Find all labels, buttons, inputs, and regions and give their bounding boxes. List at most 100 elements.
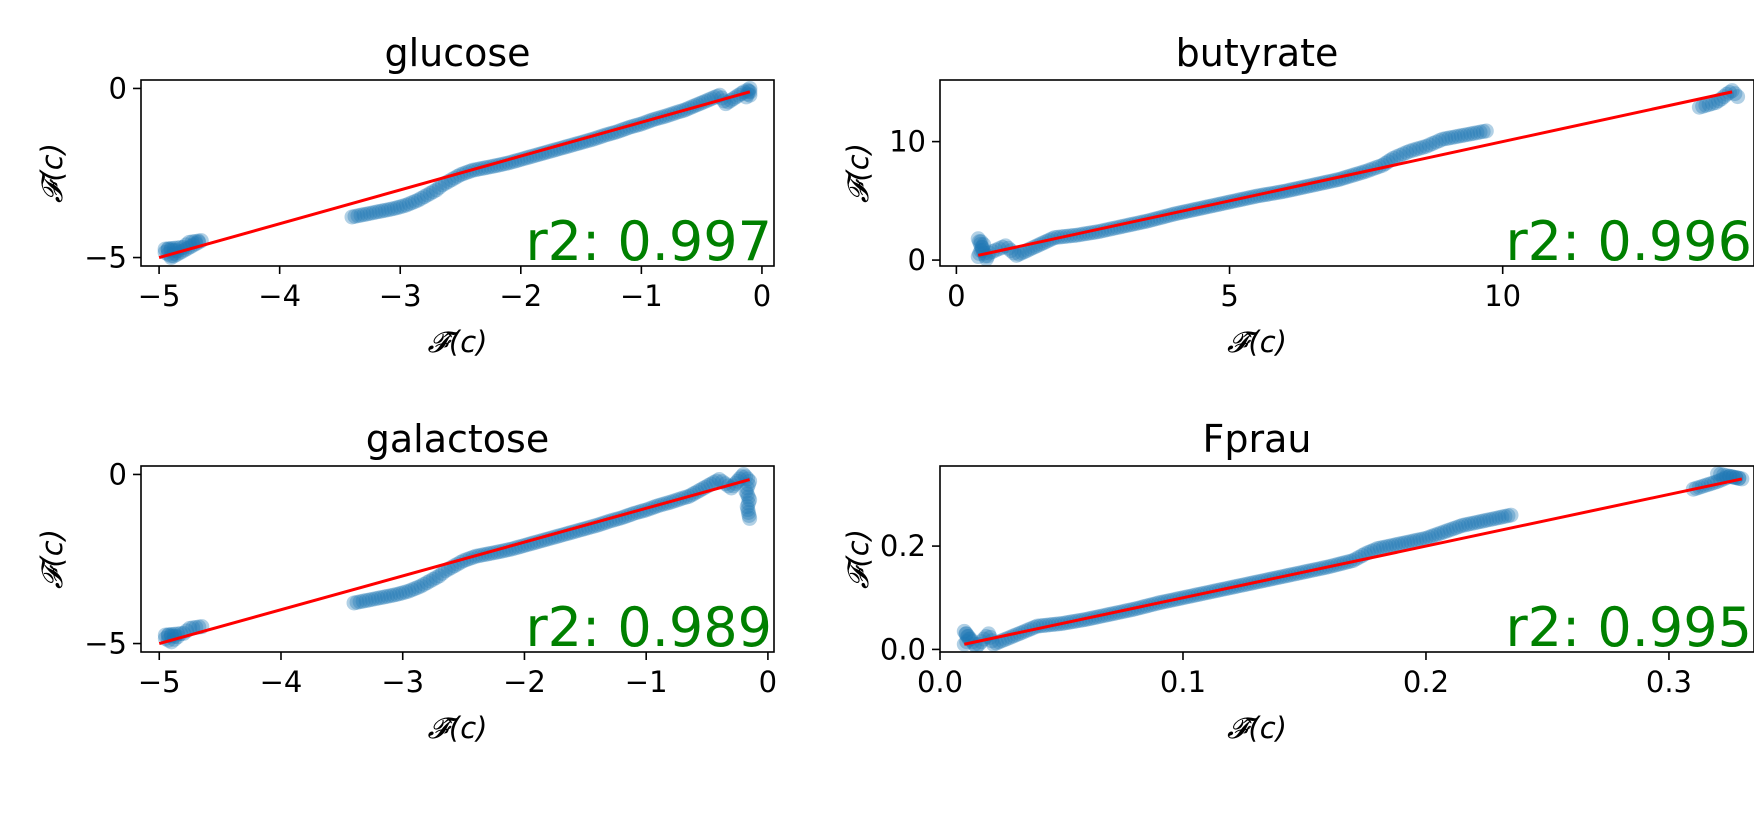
- scatter-point: [1695, 98, 1711, 114]
- scatter-point: [1453, 128, 1469, 144]
- scatter-point: [1476, 513, 1492, 529]
- scatter-point: [706, 475, 722, 491]
- scatter-point: [404, 195, 420, 211]
- scatter-point: [1431, 133, 1447, 149]
- scatter-point: [740, 505, 756, 520]
- scatter-point: [365, 205, 381, 221]
- scatter-point: [367, 591, 383, 607]
- scatter-point: [1472, 124, 1488, 140]
- scatter-point: [1014, 245, 1030, 261]
- scatter-point: [1418, 138, 1434, 154]
- x-tick-label: −5: [138, 279, 181, 313]
- scatter-point: [1460, 126, 1476, 142]
- scatter-point: [1430, 526, 1446, 542]
- scatter-point: [425, 184, 441, 200]
- scatter-point: [974, 240, 990, 256]
- r2-annotation: r2: 0.989: [525, 596, 772, 659]
- scatter-point: [422, 185, 438, 201]
- scatter-point: [960, 629, 976, 644]
- scatter-point: [1409, 532, 1425, 548]
- scatter-point: [736, 466, 752, 482]
- subplot-glucose: −5 −4 −3 −2 −1 0 −5 0 glucose 𝓕̂(c) 𝓕(c) r2: 0…: [35, 31, 775, 359]
- scatter-point: [1727, 86, 1743, 102]
- scatter-point: [413, 190, 429, 206]
- scatter-point: [1447, 129, 1463, 145]
- scatter-point: [1366, 542, 1382, 558]
- x-tick-label: −3: [381, 665, 424, 699]
- scatter-point: [362, 205, 378, 221]
- scatter-point: [1442, 522, 1458, 538]
- scatter-point: [392, 199, 408, 215]
- scatter-point: [971, 234, 987, 250]
- scatter-point: [1500, 508, 1516, 524]
- scatter-point: [359, 206, 375, 222]
- scatter-point: [1424, 528, 1440, 544]
- scatter-point: [1406, 533, 1422, 549]
- scatter-point: [395, 585, 411, 601]
- scatter-point: [371, 204, 387, 220]
- x-tick-label: −5: [138, 665, 181, 699]
- x-ticks: 0.0 0.1 0.2 0.3: [917, 652, 1692, 699]
- scatter-point: [1716, 467, 1732, 483]
- scatter-point: [970, 249, 986, 265]
- scatter-point: [1389, 149, 1405, 165]
- x-tick-label: −1: [620, 279, 663, 313]
- scatter-point: [1451, 518, 1467, 534]
- scatter-point: [1698, 97, 1714, 113]
- x-tick-label: 0: [947, 279, 965, 313]
- scatter-point: [431, 568, 447, 584]
- scatter-point: [374, 203, 390, 219]
- scatter-point: [1450, 128, 1466, 144]
- scatter-point: [416, 576, 432, 592]
- y-axis-label: 𝓕(c): [35, 143, 69, 203]
- x-axis-label: 𝓕̂(c): [428, 711, 488, 745]
- scatter-point: [434, 565, 450, 581]
- scatter-point: [434, 177, 450, 193]
- scatter-point: [1464, 515, 1480, 531]
- scatter-point: [1412, 532, 1428, 548]
- r2-annotation: r2: 0.997: [525, 210, 772, 273]
- y-axis-label: 𝓕(c): [35, 529, 69, 589]
- scatter-point: [407, 581, 423, 597]
- fit-line: [977, 90, 1733, 257]
- subplot-fprau: 0.0 0.1 0.2 0.3 0.0 0.2 Fprau 𝓕̂(c) 𝓕(c) r2:…: [841, 417, 1754, 745]
- x-tick-label: −1: [625, 665, 668, 699]
- scatter-point: [410, 579, 426, 595]
- scatter-point: [1433, 525, 1449, 541]
- scatter-point: [1421, 137, 1437, 153]
- scatter-point: [425, 571, 441, 587]
- scatter-point: [401, 583, 417, 599]
- scatter-point: [364, 591, 380, 607]
- scatter-point: [985, 636, 1001, 652]
- scatter-point: [1463, 126, 1479, 142]
- x-axis-label: 𝓕̂(c): [1227, 711, 1287, 745]
- scatter-point: [347, 208, 363, 224]
- scatter-point: [1405, 142, 1421, 158]
- scatter-point: [356, 207, 372, 223]
- axes-frame: [939, 465, 1754, 653]
- scatter-point: [711, 472, 727, 488]
- scatter-point: [738, 483, 754, 499]
- scatter-point: [380, 588, 396, 604]
- scatter-point: [437, 563, 453, 579]
- scatter-point: [1378, 539, 1394, 555]
- y-tick-label: 0: [109, 71, 127, 105]
- y-tick-label: 0.2: [880, 529, 926, 563]
- scatter-point: [1391, 536, 1407, 552]
- scatter-point: [1448, 520, 1464, 536]
- scatter-point: [368, 204, 384, 220]
- scatter-point: [959, 634, 975, 650]
- scatter-point: [182, 620, 198, 636]
- subplot-butyrate: 0 5 10 0 10 butyrate 𝓕̂(c) 𝓕(c) r2: 0.996: [841, 31, 1754, 359]
- scatter-point: [1488, 510, 1504, 526]
- scatter-point: [1467, 515, 1483, 531]
- axes-frame: [140, 79, 775, 267]
- x-axis-label: 𝓕̂(c): [428, 325, 488, 359]
- scatter-point: [1482, 512, 1498, 528]
- scatter-point: [1691, 99, 1707, 115]
- scatter-point: [739, 486, 755, 502]
- scatter-point: [386, 201, 402, 217]
- y-tick-label: 0: [109, 457, 127, 491]
- scatter-point: [1456, 127, 1472, 143]
- x-tick-label: −4: [260, 665, 303, 699]
